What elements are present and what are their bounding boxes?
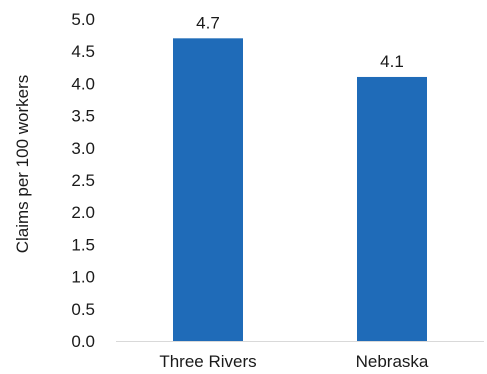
- y-tick-label: 1.5: [71, 235, 95, 254]
- y-tick-label: 2.5: [71, 171, 95, 190]
- category-label: Nebraska: [356, 352, 429, 371]
- y-axis-ticks: 0.0 0.5 1.0 1.5 2.0 2.5 3.0 3.5 4.0 4.5 5.0: [71, 10, 95, 351]
- y-tick-label: 0.0: [71, 332, 95, 351]
- y-tick-label: 0.5: [71, 300, 95, 319]
- y-axis-title: Claims per 100 workers: [13, 75, 32, 254]
- bar-value-label: 4.7: [196, 13, 220, 32]
- y-tick-label: 5.0: [71, 10, 95, 29]
- bars: [173, 38, 427, 342]
- category-label: Three Rivers: [159, 352, 256, 371]
- y-tick-label: 3.5: [71, 107, 95, 126]
- y-tick-label: 3.0: [71, 139, 95, 158]
- y-tick-label: 4.0: [71, 74, 95, 93]
- data-labels: 4.7 4.1: [196, 13, 404, 71]
- y-tick-label: 2.0: [71, 203, 95, 222]
- y-tick-label: 1.0: [71, 268, 95, 287]
- category-labels: Three Rivers Nebraska: [159, 352, 429, 371]
- y-tick-label: 4.5: [71, 42, 95, 61]
- bar-value-label: 4.1: [380, 52, 404, 71]
- bar: [357, 76, 427, 342]
- bar: [173, 38, 243, 341]
